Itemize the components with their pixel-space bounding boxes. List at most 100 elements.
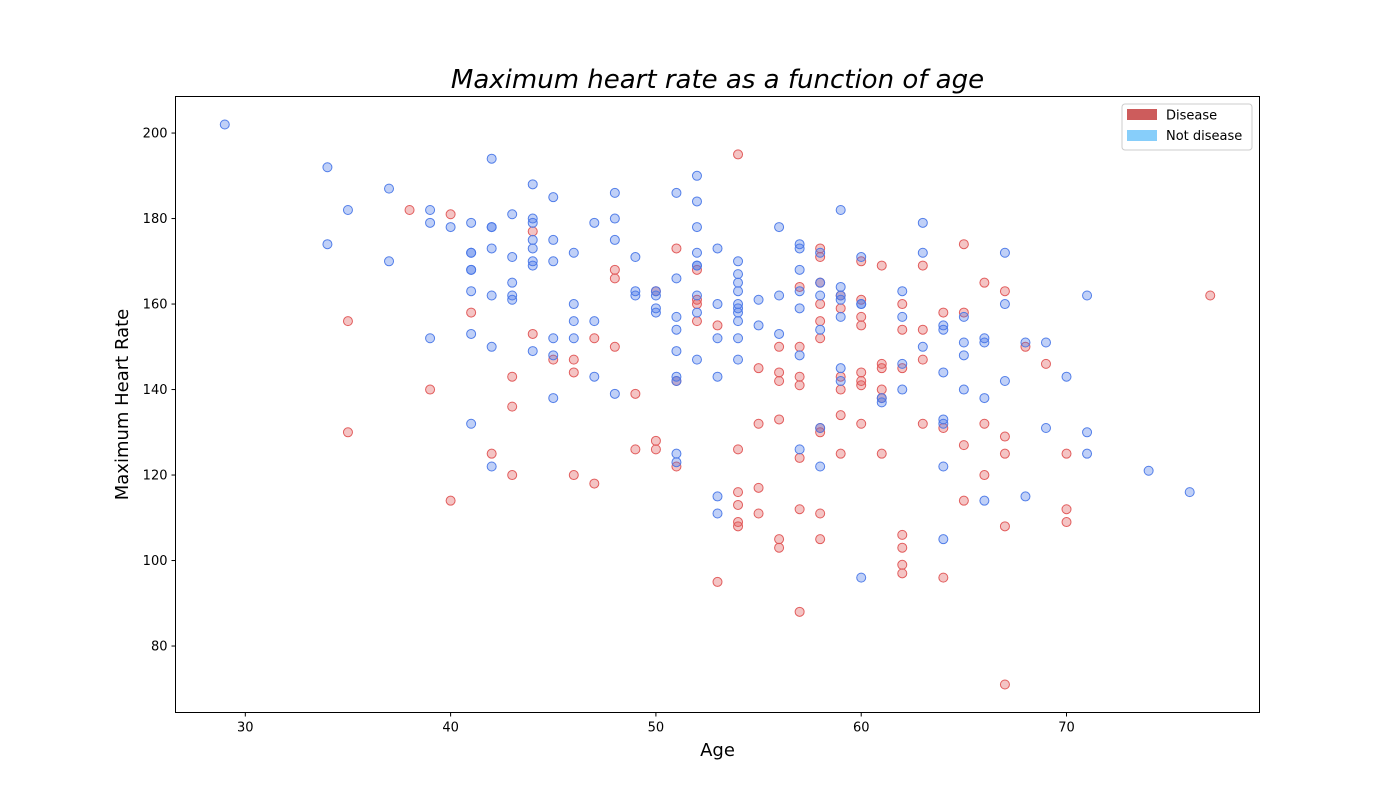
scatter-point bbox=[958, 311, 969, 322]
scatter-point bbox=[589, 316, 600, 327]
scatter-point bbox=[630, 252, 641, 263]
scatter-point bbox=[733, 256, 744, 267]
scatter-point bbox=[712, 333, 723, 344]
scatter-point bbox=[1040, 358, 1051, 369]
scatter-point bbox=[466, 286, 477, 297]
scatter-point bbox=[979, 337, 990, 348]
scatter-point bbox=[1082, 448, 1093, 459]
scatter-point bbox=[815, 247, 826, 258]
scatter-point bbox=[671, 457, 682, 468]
scatter-point bbox=[568, 299, 579, 310]
scatter-point bbox=[815, 461, 826, 472]
scatter-point bbox=[1020, 337, 1031, 348]
scatter-point bbox=[733, 286, 744, 297]
scatter-point bbox=[1040, 423, 1051, 434]
scatter-point bbox=[507, 252, 518, 263]
scatter-point bbox=[466, 264, 477, 275]
y-tick-label: 140 bbox=[143, 383, 168, 398]
scatter-point bbox=[548, 256, 559, 267]
scatter-point bbox=[856, 252, 867, 263]
scatter-point bbox=[609, 234, 620, 245]
scatter-point bbox=[958, 337, 969, 348]
scatter-point bbox=[527, 243, 538, 254]
scatter-point bbox=[979, 393, 990, 404]
scatter-point bbox=[835, 375, 846, 386]
scatter-point bbox=[733, 333, 744, 344]
scatter-point bbox=[979, 277, 990, 288]
scatter-point bbox=[609, 264, 620, 275]
scatter-point bbox=[958, 239, 969, 250]
scatter-point bbox=[897, 559, 908, 570]
scatter-point bbox=[897, 324, 908, 335]
y-tick-label: 100 bbox=[143, 554, 168, 569]
scatter-point bbox=[384, 183, 395, 194]
scatter-point bbox=[753, 482, 764, 493]
scatter-point bbox=[650, 444, 661, 455]
scatter-point bbox=[630, 388, 641, 399]
scatter-point bbox=[897, 542, 908, 553]
scatter-point bbox=[219, 119, 230, 130]
legend-label-disease: Disease bbox=[1166, 109, 1217, 124]
scatter-point bbox=[568, 354, 579, 365]
scatter-point bbox=[650, 435, 661, 446]
scatter-point bbox=[712, 243, 723, 254]
chart-title: Maximum heart rate as a function of age bbox=[451, 65, 984, 95]
scatter-point bbox=[712, 576, 723, 587]
scatter-point bbox=[609, 388, 620, 399]
scatter-point bbox=[938, 307, 949, 318]
scatter-point bbox=[815, 316, 826, 327]
scatter-point bbox=[691, 260, 702, 271]
scatter-point bbox=[568, 247, 579, 258]
scatter-point bbox=[527, 260, 538, 271]
scatter-point bbox=[774, 375, 785, 386]
legend: Disease Not disease bbox=[1121, 103, 1253, 151]
scatter-point bbox=[733, 521, 744, 532]
scatter-point bbox=[774, 534, 785, 545]
scatter-point bbox=[938, 534, 949, 545]
scatter-point bbox=[835, 448, 846, 459]
scatter-point bbox=[527, 346, 538, 357]
scatter-point bbox=[897, 568, 908, 579]
scatter-point bbox=[466, 328, 477, 339]
scatter-point bbox=[1082, 290, 1093, 301]
scatter-point bbox=[794, 303, 805, 314]
legend-label-not-disease: Not disease bbox=[1166, 129, 1242, 144]
scatter-point bbox=[917, 354, 928, 365]
scatter-point bbox=[815, 333, 826, 344]
scatter-point bbox=[856, 367, 867, 378]
scatter-point bbox=[815, 290, 826, 301]
scatter-point bbox=[548, 192, 559, 203]
scatter-point bbox=[753, 294, 764, 305]
scatter-point bbox=[1061, 517, 1072, 528]
scatter-point bbox=[425, 217, 436, 228]
scatter-point bbox=[774, 328, 785, 339]
scatter-point bbox=[999, 679, 1010, 690]
x-tick-label: 30 bbox=[237, 721, 254, 736]
scatter-point bbox=[507, 277, 518, 288]
scatter-point bbox=[691, 170, 702, 181]
scatter-point bbox=[794, 371, 805, 382]
scatter-point bbox=[466, 247, 477, 258]
scatter-point bbox=[794, 350, 805, 361]
scatter-point bbox=[774, 367, 785, 378]
x-axis-label: Age bbox=[700, 740, 735, 761]
scatter-point bbox=[609, 341, 620, 352]
x-tick-label: 40 bbox=[442, 721, 459, 736]
scatter-point bbox=[527, 226, 538, 237]
scatter-point bbox=[671, 346, 682, 357]
scatter-point bbox=[794, 286, 805, 297]
scatter-point bbox=[425, 204, 436, 215]
scatter-point bbox=[548, 393, 559, 404]
scatter-point bbox=[876, 363, 887, 374]
scatter-point bbox=[671, 375, 682, 386]
scatter-point bbox=[815, 299, 826, 310]
scatter-point bbox=[917, 418, 928, 429]
scatter-point bbox=[917, 217, 928, 228]
x-tick-label: 70 bbox=[1058, 721, 1075, 736]
scatter-point bbox=[999, 448, 1010, 459]
scatter-point bbox=[486, 290, 497, 301]
scatter-point bbox=[979, 470, 990, 481]
scatter-point bbox=[1020, 491, 1031, 502]
scatter-point bbox=[1143, 465, 1154, 476]
